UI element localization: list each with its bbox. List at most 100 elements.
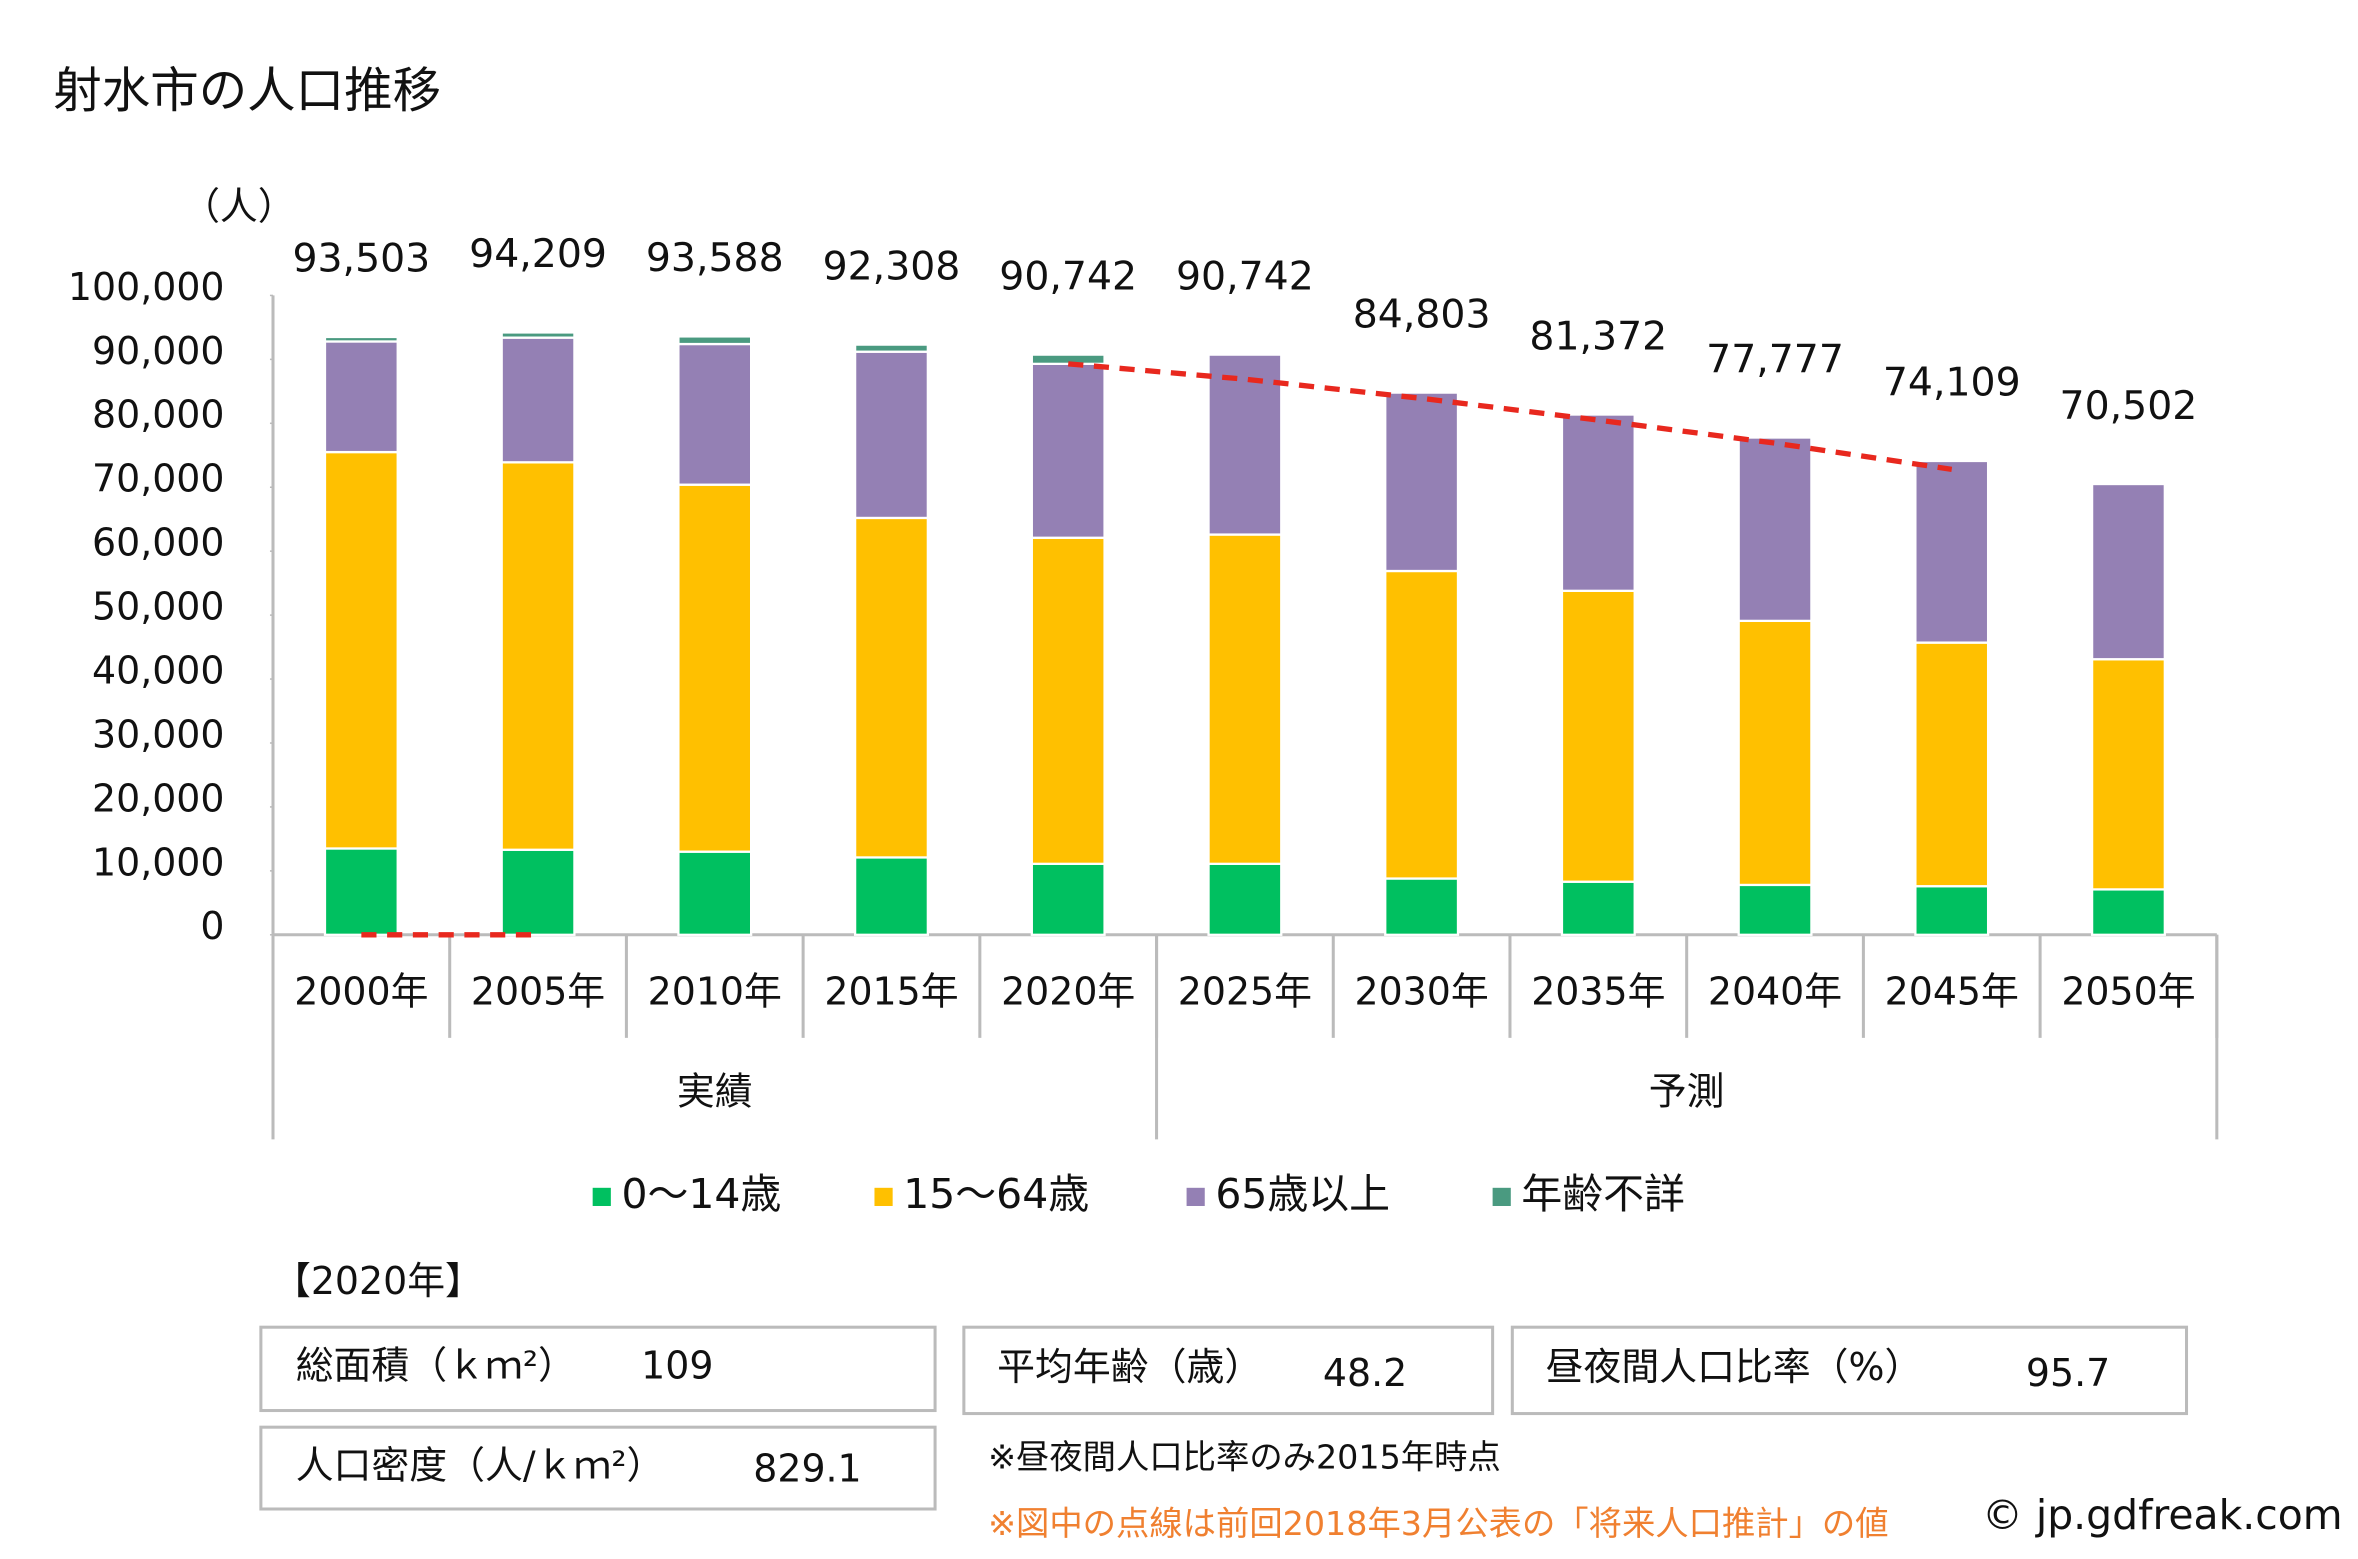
info-label: 人口密度（人/ｋｍ²） bbox=[296, 1444, 665, 1488]
y-tick-label: 90,000 bbox=[92, 329, 224, 373]
bar-segment bbox=[1914, 459, 1990, 644]
x-tick-label: 2050年 bbox=[2061, 969, 2195, 1013]
info-label: 昼夜間人口比率（%） bbox=[1546, 1345, 1923, 1389]
total-label: 90,742 bbox=[999, 253, 1137, 299]
bar-segment bbox=[1560, 880, 1636, 936]
bar-segment bbox=[323, 335, 399, 343]
x-tick-label: 2040年 bbox=[1708, 969, 1842, 1013]
total-label: 92,308 bbox=[823, 243, 961, 289]
info-box bbox=[259, 1325, 937, 1413]
total-label: 90,742 bbox=[1176, 253, 1314, 299]
bar-segment bbox=[1384, 391, 1460, 573]
legend-label: 15～64歳 bbox=[903, 1170, 1089, 1218]
legend-swatch bbox=[592, 1187, 611, 1206]
legend-swatch bbox=[874, 1187, 893, 1206]
total-label: 93,588 bbox=[646, 235, 784, 281]
bar-segment bbox=[1560, 589, 1636, 883]
bar-segment bbox=[677, 342, 753, 486]
bar-segment bbox=[323, 340, 399, 454]
x-tick-label: 2015年 bbox=[824, 969, 958, 1013]
total-label: 93,503 bbox=[292, 236, 430, 282]
legend-swatch bbox=[1186, 1187, 1205, 1206]
total-label: 84,803 bbox=[1353, 291, 1491, 337]
bar-segment bbox=[853, 856, 929, 936]
bar-segment bbox=[500, 848, 576, 936]
info-box bbox=[1510, 1325, 2189, 1416]
y-tick-label: 60,000 bbox=[92, 521, 224, 565]
total-label: 70,502 bbox=[2060, 383, 2198, 429]
info-box bbox=[259, 1425, 937, 1511]
y-tick-label: 100,000 bbox=[68, 265, 225, 309]
bar-segment bbox=[1030, 536, 1106, 865]
total-label: 94,209 bbox=[469, 231, 607, 277]
bar-segment bbox=[1207, 533, 1283, 865]
chart-title: 射水市の人口推移 bbox=[53, 63, 441, 119]
bar-segment bbox=[2090, 658, 2166, 891]
legend-swatch bbox=[1492, 1187, 1511, 1206]
bar-segment bbox=[1030, 362, 1106, 539]
bar-segment bbox=[1914, 641, 1990, 888]
bar-segment bbox=[2090, 482, 2166, 661]
bar-segment bbox=[500, 331, 576, 339]
x-tick-label: 2000年 bbox=[294, 969, 428, 1013]
x-tick-label: 2010年 bbox=[648, 969, 782, 1013]
bar-segment bbox=[1737, 883, 1813, 936]
bar-segment bbox=[500, 336, 576, 464]
bar-segment bbox=[1207, 353, 1283, 536]
bar-segment bbox=[1384, 569, 1460, 880]
bar-segment bbox=[500, 461, 576, 851]
x-tick-label: 2020年 bbox=[1001, 969, 1135, 1013]
y-tick-label: 20,000 bbox=[92, 776, 224, 820]
bar-segment bbox=[1030, 862, 1106, 936]
bar-segment bbox=[853, 343, 929, 353]
info-heading: 【2020年】 bbox=[273, 1259, 483, 1303]
y-tick-label: 0 bbox=[200, 904, 224, 948]
bar-segment bbox=[1737, 436, 1813, 623]
x-tick-label: 2045年 bbox=[1885, 969, 2019, 1013]
info-label: 総面積（ｋｍ²） bbox=[296, 1344, 576, 1388]
total-label: 74,109 bbox=[1883, 360, 2021, 406]
bar-segment bbox=[1030, 353, 1106, 365]
y-tick-label: 10,000 bbox=[92, 840, 224, 884]
bar-segment bbox=[1384, 877, 1460, 936]
legend-label: 65歳以上 bbox=[1215, 1170, 1390, 1218]
bar-segment bbox=[677, 335, 753, 346]
note: ※図中の点線は前回2018年3月公表の「将来人口推計」の値 bbox=[988, 1504, 1889, 1543]
legend-label: 0～14歳 bbox=[621, 1170, 781, 1218]
info-value: 829.1 bbox=[753, 1447, 861, 1491]
y-tick-label: 80,000 bbox=[92, 393, 224, 437]
credit: © jp.gdfreak.com bbox=[1982, 1491, 2343, 1539]
bar-segment bbox=[2090, 888, 2166, 936]
legend-label: 年齢不詳 bbox=[1521, 1170, 1685, 1218]
y-axis-label: （人） bbox=[182, 185, 296, 229]
group-label: 実績 bbox=[677, 1069, 753, 1113]
x-tick-label: 2035年 bbox=[1531, 969, 1665, 1013]
bar-segment bbox=[323, 847, 399, 936]
info-label: 平均年齢（歳） bbox=[997, 1345, 1262, 1389]
info-value: 95.7 bbox=[2026, 1351, 2110, 1395]
bar-segment bbox=[853, 516, 929, 859]
total-label: 81,372 bbox=[1529, 313, 1667, 359]
x-tick-label: 2005年 bbox=[471, 969, 605, 1013]
y-tick-label: 50,000 bbox=[92, 585, 224, 629]
projection-line bbox=[361, 361, 1953, 938]
note: ※昼夜間人口比率のみ2015年時点 bbox=[988, 1438, 1501, 1477]
bar-segment bbox=[1207, 862, 1283, 936]
info-value: 109 bbox=[641, 1344, 713, 1388]
bar-segment bbox=[323, 450, 399, 850]
bar-segment bbox=[853, 350, 929, 520]
bar-segment bbox=[1560, 413, 1636, 592]
x-tick-label: 2025年 bbox=[1178, 969, 1312, 1013]
bar-segment bbox=[1737, 619, 1813, 887]
bar-segment bbox=[677, 483, 753, 853]
y-tick-label: 30,000 bbox=[92, 712, 224, 756]
bar-segment bbox=[1914, 885, 1990, 936]
group-label: 予測 bbox=[1649, 1069, 1725, 1113]
info-value: 48.2 bbox=[1323, 1351, 1407, 1395]
total-label: 77,777 bbox=[1706, 336, 1844, 382]
y-tick-label: 70,000 bbox=[92, 457, 224, 501]
y-tick-label: 40,000 bbox=[92, 648, 224, 692]
x-tick-label: 2030年 bbox=[1355, 969, 1489, 1013]
bar-segment bbox=[677, 850, 753, 936]
